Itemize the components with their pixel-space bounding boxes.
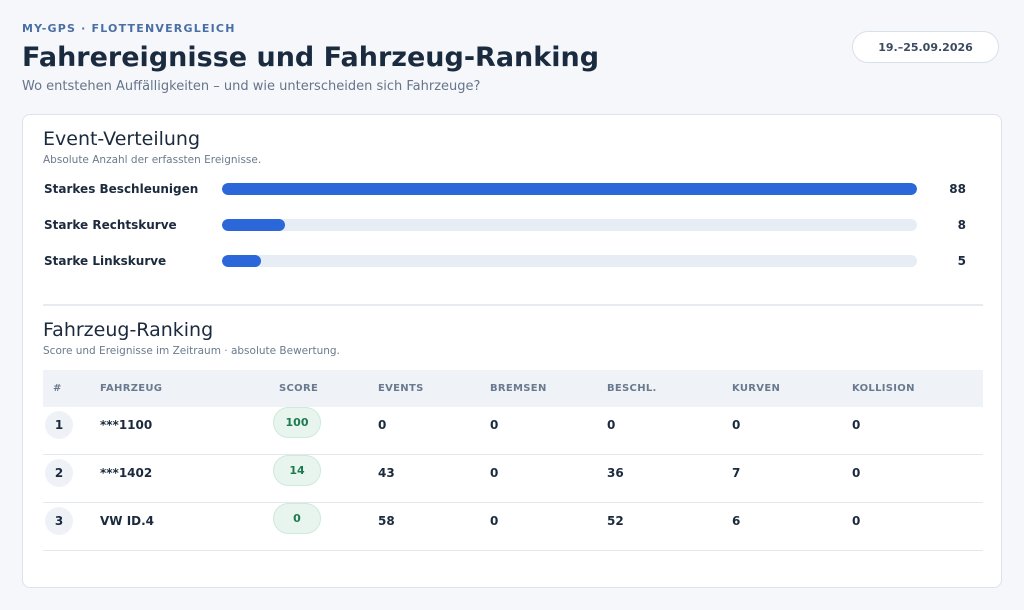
- page-header: MY-GPS · FLOTTENVERGLEICH Fahrereignisse…: [22, 20, 1002, 100]
- event-bar-fill: [222, 183, 917, 195]
- events-cell: 0: [378, 418, 387, 432]
- event-distribution-subtitle: Absolute Anzahl der erfassten Ereignisse…: [43, 154, 262, 166]
- score-badge: 14: [273, 455, 321, 486]
- eyebrow-label: MY-GPS · FLOTTENVERGLEICH: [22, 22, 236, 35]
- event-bar-fill: [222, 219, 286, 231]
- event-bar-track: [222, 183, 917, 195]
- score-badge: 100: [273, 407, 321, 438]
- column-header-acceleration: BESCHL.: [607, 383, 657, 394]
- column-header-brakes: BREMSEN: [490, 383, 547, 394]
- curves-cell: 7: [732, 466, 741, 480]
- ranking-subtitle: Score und Ereignisse im Zeitraum · absol…: [43, 345, 340, 357]
- vehicle-cell: VW ID.4: [100, 514, 155, 528]
- acceleration-cell: 36: [607, 466, 624, 480]
- brakes-cell: 0: [490, 466, 499, 480]
- event-bar-track: [222, 219, 917, 231]
- event-bar-label: Starke Rechtskurve: [44, 218, 177, 232]
- column-header-vehicle: FAHRZEUG: [100, 383, 163, 394]
- events-cell: 58: [378, 514, 395, 528]
- event-bar-row: Starke Rechtskurve 8: [44, 217, 966, 233]
- event-bar-track: [222, 255, 917, 267]
- event-bar-row: Starkes Beschleunigen 88: [44, 181, 966, 197]
- collision-cell: 0: [852, 418, 861, 432]
- event-bar-label: Starkes Beschleunigen: [44, 182, 199, 196]
- main-card: Event-Verteilung Absolute Anzahl der erf…: [22, 114, 1002, 588]
- event-bar-value: 8: [957, 218, 966, 232]
- rank-badge: 2: [45, 459, 73, 487]
- page-title: Fahrereignisse und Fahrzeug-Ranking: [22, 42, 600, 73]
- vehicle-cell: ***1402: [100, 466, 153, 480]
- date-range-button[interactable]: 19.–25.09.2026: [852, 31, 999, 63]
- score-badge: 0: [273, 503, 321, 534]
- table-row[interactable]: 2 ***1402 14 43 0 36 7 0: [43, 455, 983, 503]
- events-cell: 43: [378, 466, 395, 480]
- ranking-title: Fahrzeug-Ranking: [43, 319, 214, 341]
- table-row[interactable]: 1 ***1100 100 0 0 0 0 0: [43, 407, 983, 455]
- column-header-events: EVENTS: [378, 383, 424, 394]
- section-divider: [43, 304, 983, 306]
- curves-cell: 6: [732, 514, 741, 528]
- column-header-rank: #: [53, 383, 62, 394]
- curves-cell: 0: [732, 418, 741, 432]
- event-bar-value: 88: [949, 182, 966, 196]
- collision-cell: 0: [852, 466, 861, 480]
- acceleration-cell: 0: [607, 418, 616, 432]
- column-header-curves: KURVEN: [732, 383, 781, 394]
- table-row[interactable]: 3 VW ID.4 0 58 0 52 6 0: [43, 503, 983, 551]
- event-bar-fill: [222, 255, 262, 267]
- rank-badge: 1: [45, 411, 73, 439]
- event-bar-value: 5: [957, 254, 966, 268]
- ranking-table: # FAHRZEUG SCORE EVENTS BREMSEN BESCHL. …: [43, 370, 983, 551]
- page-subtitle: Wo entstehen Auffälligkeiten – und wie u…: [22, 79, 481, 94]
- table-header: # FAHRZEUG SCORE EVENTS BREMSEN BESCHL. …: [43, 370, 983, 407]
- event-bar-label: Starke Linkskurve: [44, 254, 167, 268]
- event-bar-row: Starke Linkskurve 5: [44, 253, 966, 269]
- brakes-cell: 0: [490, 418, 499, 432]
- vehicle-cell: ***1100: [100, 418, 153, 432]
- column-header-collision: KOLLISION: [852, 383, 915, 394]
- event-distribution-title: Event-Verteilung: [43, 128, 201, 150]
- acceleration-cell: 52: [607, 514, 624, 528]
- column-header-score: SCORE: [279, 383, 319, 394]
- collision-cell: 0: [852, 514, 861, 528]
- rank-badge: 3: [45, 507, 73, 535]
- brakes-cell: 0: [490, 514, 499, 528]
